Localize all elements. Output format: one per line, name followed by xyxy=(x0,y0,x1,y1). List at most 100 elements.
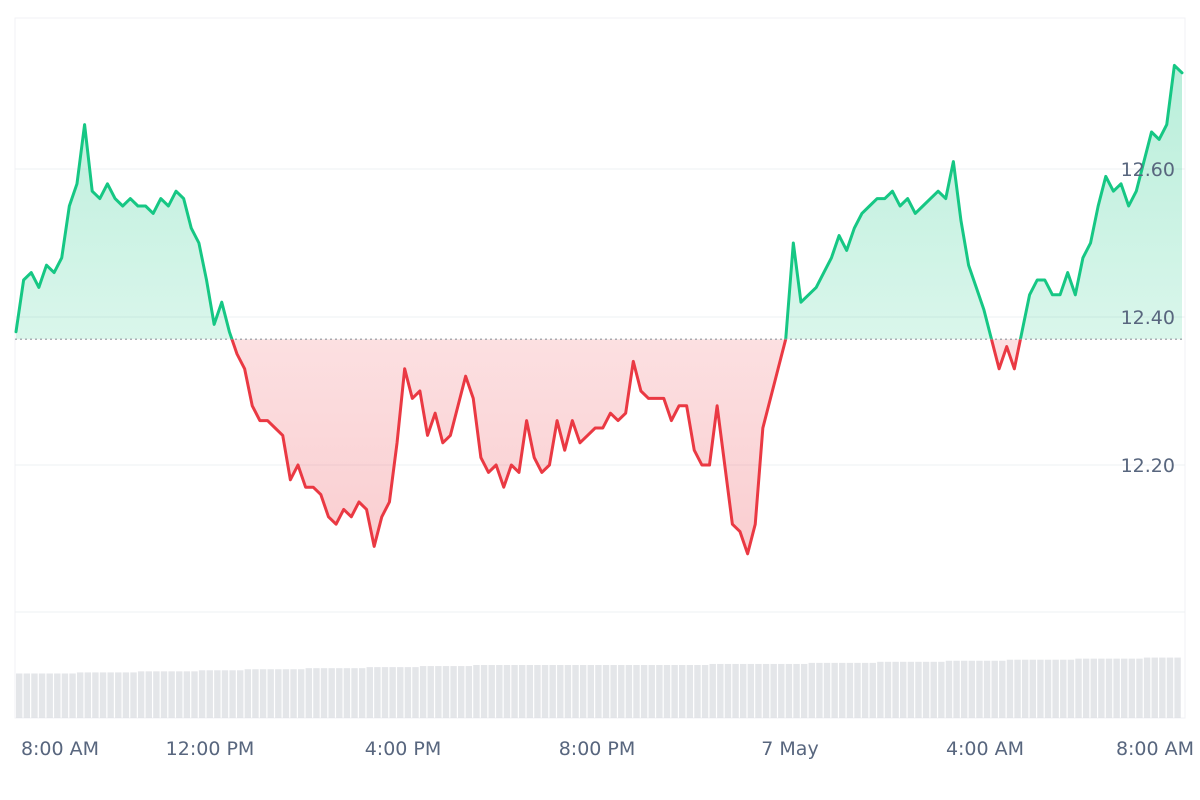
volume-bar xyxy=(534,665,541,718)
volume-bar xyxy=(381,667,389,718)
volume-bar xyxy=(1037,659,1044,718)
volume-bar xyxy=(297,669,305,718)
volume-bar xyxy=(503,665,511,718)
volume-bar xyxy=(442,666,450,718)
volume-bar xyxy=(191,671,198,718)
volume-bar xyxy=(724,663,732,718)
volume-bar xyxy=(122,672,130,718)
volume-bar xyxy=(137,671,145,718)
volume-bar xyxy=(16,673,23,718)
volume-bar xyxy=(458,666,465,718)
volume-bar xyxy=(991,660,998,718)
volume-bar xyxy=(755,663,762,718)
volume-bar xyxy=(99,672,107,718)
volume-bar xyxy=(336,668,343,718)
volume-bar xyxy=(168,671,175,718)
volume-bar xyxy=(976,660,983,718)
y-tick-label: 12.40 xyxy=(1121,307,1175,329)
volume-bar xyxy=(549,665,556,718)
volume-bar xyxy=(1067,659,1075,718)
volume-bar xyxy=(221,670,229,718)
volume-bar xyxy=(1159,657,1166,718)
volume-bar xyxy=(404,667,412,718)
volume-bars xyxy=(16,657,1181,718)
volume-bar xyxy=(640,665,648,718)
volume-bar xyxy=(488,665,495,718)
volume-bar xyxy=(564,665,572,718)
volume-bar xyxy=(23,673,31,718)
volume-bar xyxy=(732,663,739,718)
volume-bar xyxy=(618,665,625,718)
volume-bar xyxy=(1151,657,1158,718)
volume-bar xyxy=(579,665,587,718)
volume-bar xyxy=(1075,658,1082,718)
volume-bar xyxy=(130,672,137,718)
volume-bar xyxy=(107,672,114,718)
volume-bar xyxy=(259,669,267,718)
x-tick-label: 7 May xyxy=(761,738,818,760)
volume-bar xyxy=(717,663,724,718)
volume-bar xyxy=(953,660,960,718)
volume-bar xyxy=(1060,659,1067,718)
volume-bar xyxy=(999,660,1006,718)
volume-bar xyxy=(816,662,823,718)
volume-bar xyxy=(930,661,937,718)
volume-bar xyxy=(31,673,38,718)
volume-bar xyxy=(290,669,297,718)
volume-bar xyxy=(419,666,427,718)
volume-bar xyxy=(663,665,671,718)
x-tick-label: 8:00 AM xyxy=(1116,738,1194,760)
volume-bar xyxy=(572,665,579,718)
volume-bar xyxy=(1136,658,1143,718)
volume-bar xyxy=(701,665,709,718)
volume-bar xyxy=(1090,658,1097,718)
volume-bar xyxy=(778,663,785,718)
volume-bar xyxy=(846,662,854,718)
up-area-fill xyxy=(16,65,1182,340)
volume-bar xyxy=(900,661,907,718)
volume-bar xyxy=(480,665,488,718)
volume-bar xyxy=(76,672,84,718)
volume-bar xyxy=(739,663,747,718)
volume-bar xyxy=(869,662,876,718)
volume-bar xyxy=(496,665,503,718)
volume-bar xyxy=(679,665,686,718)
volume-bar xyxy=(351,668,358,718)
volume-bar xyxy=(183,671,191,718)
volume-bar xyxy=(884,661,892,718)
volume-bar xyxy=(1143,657,1151,718)
volume-bar xyxy=(328,668,335,718)
volume-bar xyxy=(785,663,793,718)
volume-bar xyxy=(671,665,678,718)
volume-bar xyxy=(267,669,274,718)
volume-bar xyxy=(275,669,282,718)
volume-bar xyxy=(861,662,869,718)
volume-bar xyxy=(877,661,884,718)
volume-bar xyxy=(313,668,320,718)
volume-bar xyxy=(343,668,351,718)
volume-bar xyxy=(366,667,373,718)
volume-bar xyxy=(46,673,53,718)
volume-bar xyxy=(557,665,564,718)
volume-bar xyxy=(145,671,152,718)
volume-bar xyxy=(1128,658,1136,718)
volume-bar xyxy=(1014,659,1021,718)
volume-bar xyxy=(305,668,313,718)
volume-bar xyxy=(587,665,594,718)
volume-bar xyxy=(831,662,838,718)
price-line-down xyxy=(230,339,1022,556)
volume-bar xyxy=(1052,659,1059,718)
y-tick-label: 12.60 xyxy=(1121,159,1175,181)
volume-bar xyxy=(1021,659,1029,718)
volume-bar xyxy=(465,666,473,718)
volume-bar xyxy=(435,666,442,718)
volume-bar xyxy=(602,665,610,718)
volume-bar xyxy=(176,671,183,718)
x-tick-label: 4:00 AM xyxy=(946,738,1024,760)
y-tick-label: 12.20 xyxy=(1121,455,1175,477)
x-axis-labels: 8:00 AM 12:00 PM 4:00 PM 8:00 PM 7 May 4:00 A… xyxy=(21,738,1194,760)
volume-bar xyxy=(358,668,366,718)
volume-bar xyxy=(1105,658,1113,718)
